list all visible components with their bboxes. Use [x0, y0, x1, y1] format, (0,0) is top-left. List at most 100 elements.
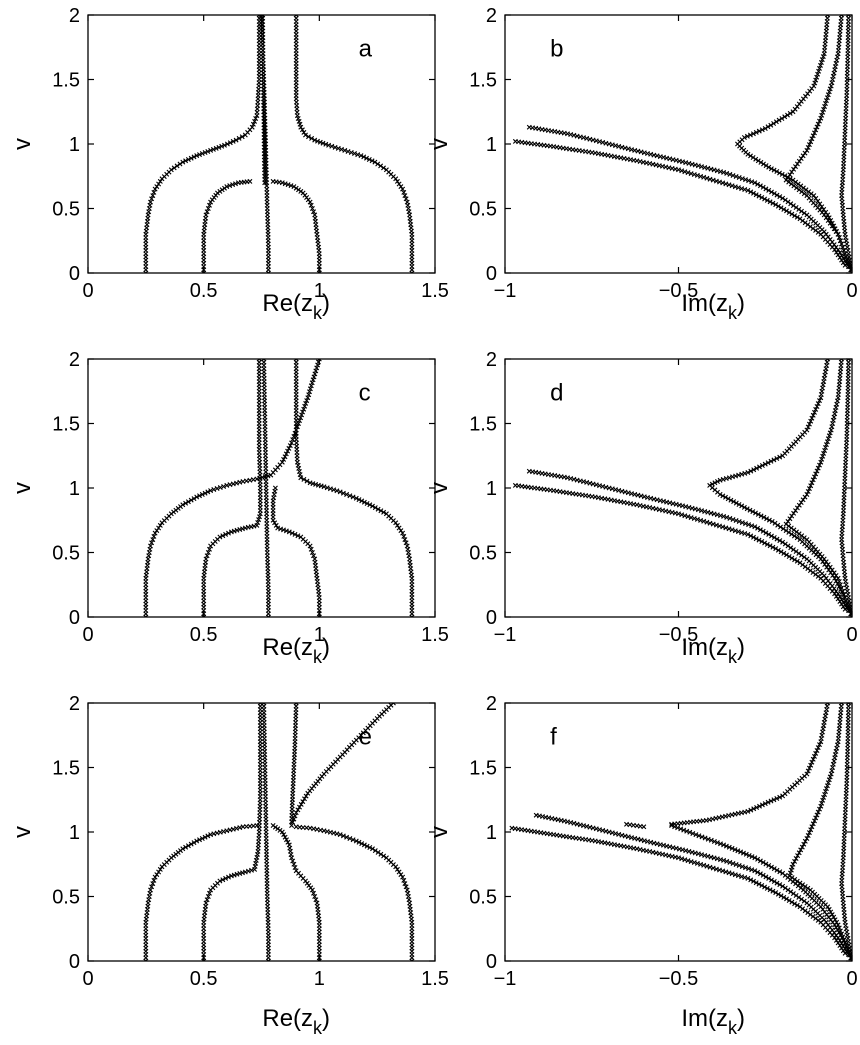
y-tick-label: 0.5 — [469, 199, 497, 221]
data-point — [207, 202, 212, 208]
data-point — [282, 834, 288, 840]
data-point — [736, 863, 742, 868]
data-point — [177, 161, 183, 167]
data-point — [762, 540, 768, 546]
data-point — [791, 166, 797, 172]
data-point — [401, 877, 407, 883]
y-axis-label: v — [9, 482, 36, 494]
data-point — [777, 194, 783, 200]
data-point — [188, 497, 194, 503]
data-point — [731, 499, 737, 505]
data-point — [771, 535, 777, 540]
data-point — [772, 520, 778, 526]
data-point — [293, 15, 299, 18]
x-axis-label-subscript: k — [313, 647, 323, 667]
data-point — [309, 206, 315, 211]
data-point — [303, 400, 309, 406]
data-point — [795, 853, 801, 859]
data-point — [762, 196, 768, 202]
panel-label: e — [359, 723, 372, 750]
data-point — [774, 456, 780, 461]
data-point — [835, 596, 841, 602]
data-point — [234, 527, 240, 533]
series-e-7 — [293, 824, 415, 961]
data-point — [334, 488, 340, 494]
data-point — [829, 223, 835, 229]
data-point — [255, 520, 261, 525]
data-point — [297, 804, 302, 810]
data-point — [320, 140, 326, 146]
data-point — [356, 497, 362, 503]
data-point — [763, 874, 769, 880]
data-point — [401, 533, 407, 539]
data-point — [782, 173, 788, 179]
data-point — [717, 477, 723, 483]
data-point — [835, 231, 841, 237]
data-point — [840, 604, 846, 610]
data-point — [693, 832, 699, 838]
data-point — [791, 533, 797, 539]
data-point — [303, 132, 308, 138]
data-point — [777, 882, 783, 888]
data-point — [840, 244, 846, 250]
data-point — [771, 797, 777, 803]
data-point — [283, 528, 289, 534]
data-point — [776, 117, 782, 123]
data-point — [837, 582, 843, 588]
data-point — [289, 440, 295, 446]
data-point — [197, 152, 202, 158]
data-point — [831, 570, 837, 576]
data-point — [818, 739, 824, 745]
data-point — [337, 489, 343, 495]
data-point — [279, 829, 285, 835]
data-point — [828, 909, 834, 915]
data-point — [180, 159, 186, 165]
data-point — [774, 536, 780, 542]
data-point — [775, 203, 781, 209]
data-point — [777, 538, 783, 544]
data-point — [150, 193, 156, 199]
data-point — [799, 208, 804, 214]
data-point — [724, 170, 730, 176]
panel-label: d — [550, 379, 563, 406]
data-point — [748, 807, 754, 813]
data-point — [210, 146, 216, 152]
data-point — [801, 210, 807, 216]
data-point — [805, 768, 811, 774]
data-point — [759, 195, 765, 200]
data-point — [832, 917, 838, 923]
data-point — [383, 511, 389, 517]
data-point — [300, 409, 306, 415]
data-point — [815, 401, 821, 407]
data-point — [765, 799, 771, 805]
data-point — [204, 897, 210, 903]
data-point — [217, 534, 223, 540]
x-axis-label-subscript: k — [313, 303, 323, 323]
x-tick-label: −0.5 — [659, 624, 698, 646]
x-tick-label: −0.5 — [659, 968, 698, 990]
data-point — [756, 193, 762, 199]
data-point — [352, 151, 357, 156]
data-point — [764, 197, 770, 203]
data-point — [308, 202, 314, 208]
data-point — [154, 184, 160, 190]
data-point — [766, 517, 772, 523]
data-point — [770, 544, 776, 550]
data-point — [794, 902, 800, 908]
series-f-7 — [624, 821, 647, 830]
data-point — [684, 828, 690, 834]
x-axis-label-main: Re(z — [262, 634, 313, 661]
data-point — [766, 531, 772, 537]
panel-f: −1 −0.5 0 0 0.5 1 1.5 2 Im(zk) v f — [426, 693, 858, 1038]
data-point — [168, 167, 174, 173]
panel-label: a — [359, 35, 373, 62]
data-point — [805, 833, 811, 838]
data-point — [233, 181, 238, 187]
x-axis-label-tail: ) — [737, 634, 745, 661]
data-point — [840, 588, 846, 594]
data-point — [796, 550, 802, 556]
data-point — [183, 844, 189, 850]
data-point — [288, 183, 294, 189]
data-point — [764, 516, 770, 522]
data-point — [736, 502, 742, 507]
